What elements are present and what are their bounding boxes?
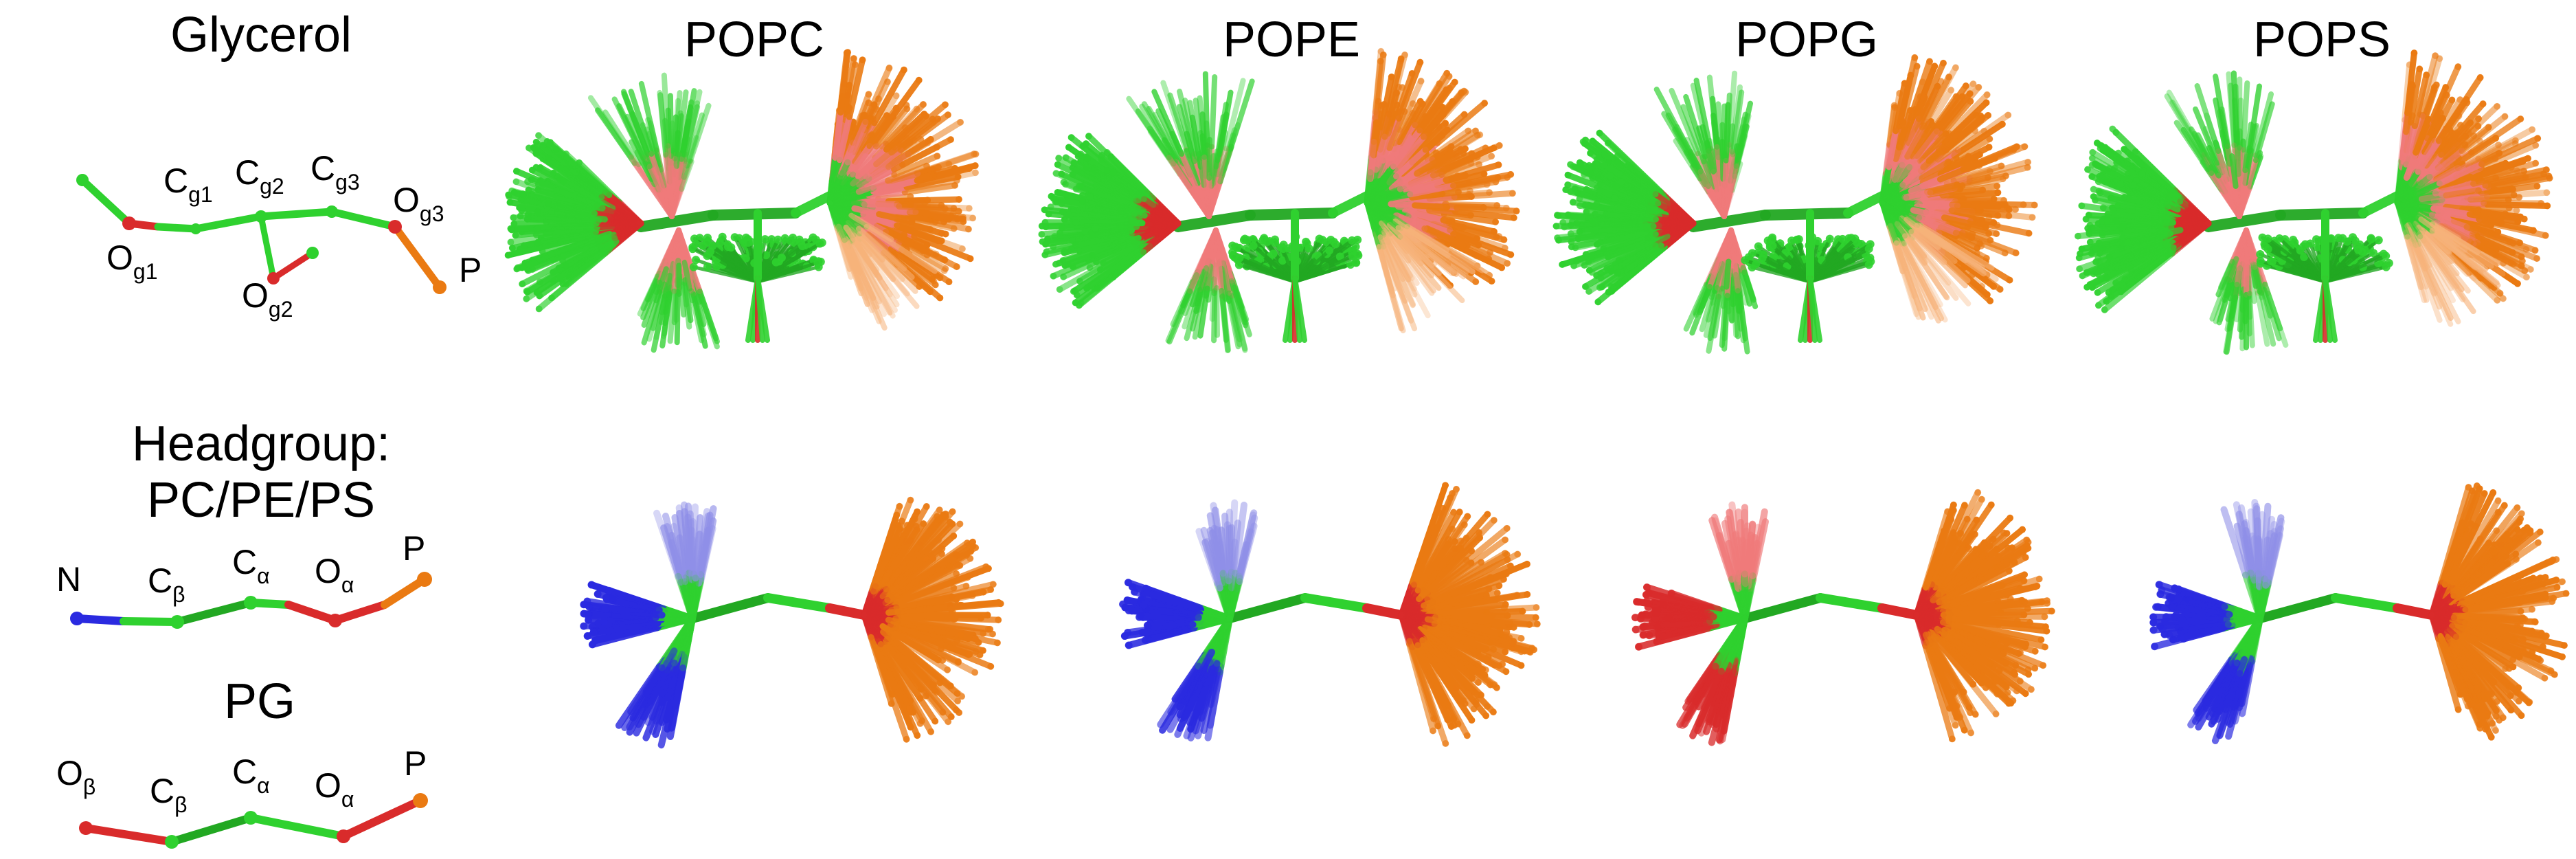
pg-molecule <box>79 793 428 849</box>
ensemble-glycerol-popg <box>1552 54 2038 355</box>
pg-label-cb: Cβ <box>150 772 188 817</box>
headgroup-label-cb: Cβ <box>148 561 185 607</box>
pg-label-ob: Oβ <box>56 754 95 799</box>
glycerol-label-cg3: Cg3 <box>310 149 360 194</box>
headgroup-molecule <box>70 572 432 629</box>
column-title-popc: POPC <box>684 12 824 67</box>
pg-panel: PG Oβ Cβ Cα Oα P <box>56 674 428 849</box>
glycerol-label-cg2: Cg2 <box>235 153 284 199</box>
pg-label-ca: Cα <box>232 752 270 798</box>
pg-label-p: P <box>404 744 427 783</box>
headgroup-title-line1: Headgroup: <box>132 416 390 471</box>
column-title-pops: POPS <box>2253 12 2391 67</box>
glycerol-molecule <box>76 174 447 294</box>
ensemble-glycerol-popc <box>504 49 980 353</box>
ensemble-glycerol-pops <box>2074 49 2553 355</box>
headgroup-panel: Headgroup: PC/PE/PS N Cβ Cα Oα P <box>56 416 432 629</box>
ensemble-glycerol-pope <box>1038 47 1520 353</box>
glycerol-label-p: P <box>459 251 482 289</box>
ensemble-headgroup-popc <box>580 496 1004 749</box>
headgroup-label-n: N <box>56 560 81 599</box>
ensemble-headgroup-pops <box>2149 482 2570 744</box>
pg-label-oa: Oα <box>315 766 354 812</box>
glycerol-label-og2: Og2 <box>242 276 293 322</box>
headgroup-label-oa: Oα <box>315 552 354 597</box>
glycerol-label-og1: Og1 <box>106 238 158 284</box>
glycerol-title: Glycerol <box>170 8 352 63</box>
headgroup-title-line2: PC/PE/PS <box>147 473 375 528</box>
ensemble-renderings <box>504 47 2570 749</box>
ensemble-headgroup-popg <box>1631 489 2055 746</box>
ensemble-headgroup-pope <box>1119 482 1541 747</box>
column-title-popg: POPG <box>1735 12 1878 67</box>
glycerol-label-og3: Og3 <box>393 181 444 226</box>
pg-title: PG <box>224 674 295 729</box>
column-title-pope: POPE <box>1223 12 1360 67</box>
glycerol-panel: Glycerol Cg1 Cg2 Cg3 Og3 Og1 Og2 P <box>76 8 482 322</box>
headgroup-label-ca: Cα <box>232 543 270 588</box>
headgroup-label-p: P <box>403 529 425 568</box>
glycerol-label-cg1: Cg1 <box>163 161 213 207</box>
